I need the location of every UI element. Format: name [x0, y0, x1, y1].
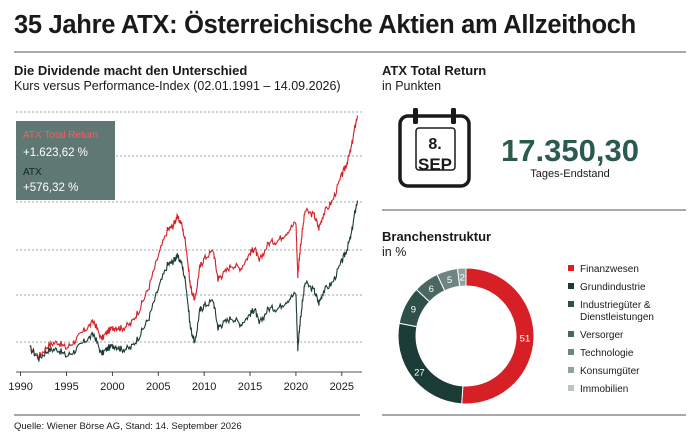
donut-value-label: 5	[447, 275, 452, 286]
line-chart-legend-box: ATX Total Return +1.623,62 % ATX +576,32…	[16, 121, 115, 200]
legend-swatch	[568, 385, 574, 391]
legend-value-total-return: +1.623,62 %	[23, 147, 88, 159]
x-tick-label: 2015	[238, 381, 262, 393]
total-return-value-label: Tages-Endstand	[530, 168, 610, 180]
legend-swatch	[568, 265, 574, 271]
line-chart-subtitle: Kurs versus Performance-Index (02.01.199…	[14, 79, 341, 93]
legend-swatch	[568, 283, 574, 289]
calendar-month: SEP	[418, 155, 452, 174]
x-tick-label: 1995	[54, 381, 78, 393]
donut-chart	[397, 267, 535, 405]
line-chart: 1990 1995 2000 2005 2010 2015 2020 2025	[8, 111, 362, 393]
legend-value-atx: +576,32 %	[23, 182, 78, 194]
legend-label: Versorger	[580, 330, 624, 341]
x-tick-label: 2020	[284, 381, 308, 393]
donut-legend: Finanzwesen Grundindustrie Industriegüter …	[568, 264, 654, 395]
legend-label: Konsumgüter	[580, 366, 640, 377]
legend-label: Technologie	[580, 348, 634, 359]
calendar-day: 8.	[428, 136, 441, 153]
x-tick-label: 2005	[146, 381, 170, 393]
legend-swatch	[568, 367, 574, 373]
legend-label-total-return: ATX Total Return	[23, 130, 98, 141]
x-tick-label: 2025	[330, 381, 354, 393]
total-return-value: 17.350,30	[501, 133, 639, 168]
donut-value-label: 9	[411, 305, 416, 316]
donut-value-label: 2	[460, 273, 465, 284]
legend-label: Grundindustrie	[580, 282, 646, 293]
sector-chart-subtitle: in %	[382, 245, 407, 259]
legend-swatch	[568, 349, 574, 355]
donut-labels: 51 27 9 6 5 2	[411, 273, 530, 379]
donut-slice-grundindustrie	[397, 322, 464, 405]
page-title: 35 Jahre ATX: Österreichische Aktien am …	[14, 11, 636, 39]
line-chart-title: Die Dividende macht den Unterschied	[14, 63, 248, 78]
calendar-icon: 8. SEP	[398, 108, 471, 188]
legend-box-bg	[16, 121, 115, 200]
donut-value-label: 27	[414, 368, 425, 379]
legend-label: Industriegüter &	[580, 300, 651, 311]
series-line-atx-total-return	[29, 115, 358, 361]
x-tick-label: 2000	[100, 381, 124, 393]
sector-chart-title: Branchenstruktur	[382, 229, 492, 244]
x-tick-label: 2010	[192, 381, 216, 393]
legend-label-cont: Dienstleistungen	[580, 312, 654, 323]
legend-swatch	[568, 331, 574, 337]
series-line-atx	[29, 200, 358, 363]
source-note: Quelle: Wiener Börse AG, Stand: 14. Sept…	[14, 421, 242, 432]
legend-label: Finanzwesen	[580, 264, 639, 275]
donut-slice-konsumgüter	[456, 267, 467, 287]
total-return-title: ATX Total Return	[382, 63, 487, 78]
legend-label: Immobilien	[580, 384, 628, 395]
legend-swatch	[568, 301, 574, 307]
total-return-subtitle: in Punkten	[382, 79, 442, 93]
donut-value-label: 6	[429, 284, 434, 295]
legend-label-atx: ATX	[23, 167, 42, 178]
donut-value-label: 51	[520, 333, 531, 344]
x-tick-label: 1990	[8, 381, 32, 393]
